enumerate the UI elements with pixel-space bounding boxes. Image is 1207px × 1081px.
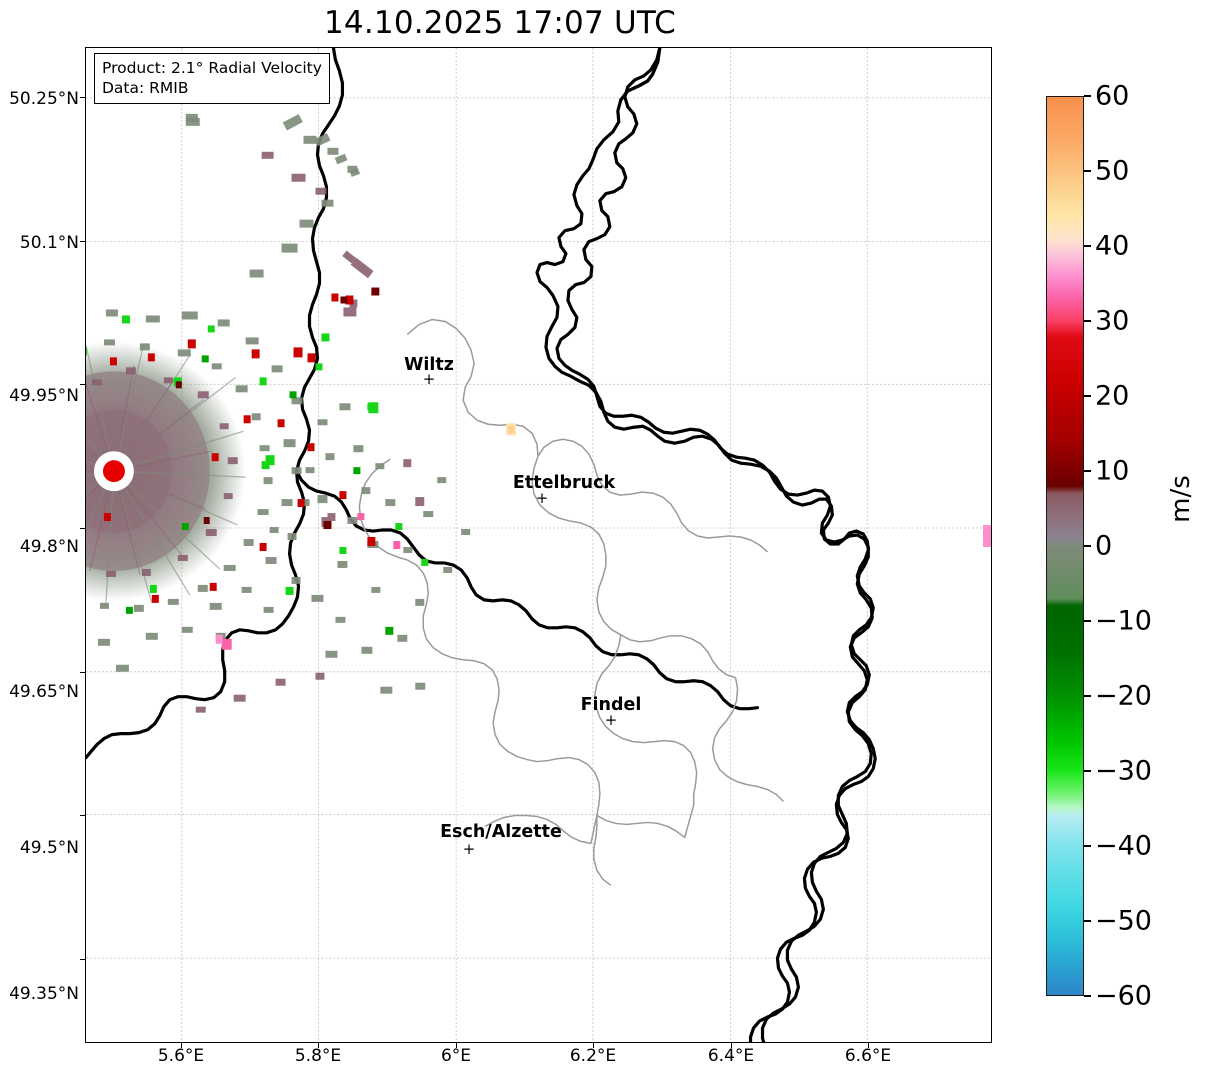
colorbar-tick-label-2: 40 (1095, 230, 1130, 262)
city-label-esch-alzette: Esch/Alzette (440, 822, 562, 842)
colorbar-tick-label-8: −20 (1095, 680, 1152, 712)
lon-tick-3 (593, 1043, 594, 1048)
radar-map-panel[interactable]: Wiltz + Ettelbruck + Findel + Esch/Alzet… (85, 47, 992, 1043)
lon-tick-label-2: 6°E (440, 1046, 472, 1066)
lon-tick-label-3: 6.2°E (569, 1046, 617, 1066)
map-gridlines (86, 48, 991, 1042)
velocity-colorbar[interactable] (1046, 96, 1084, 996)
colorbar-tick-label-1: 50 (1095, 155, 1130, 187)
lat-tick-label-6: 49.35°N (9, 984, 79, 1004)
lat-tick-4 (80, 672, 85, 673)
lat-tick-0 (80, 97, 85, 98)
lon-tick-0 (181, 1043, 182, 1048)
colorbar-tick-4 (1084, 395, 1091, 397)
colorbar-tick-10 (1084, 845, 1091, 847)
colorbar-tick-label-3: 30 (1095, 305, 1130, 337)
lat-tick-1 (80, 241, 85, 242)
lon-tick-label-4: 6.4°E (707, 1046, 755, 1066)
colorbar-tick-label-6: 0 (1095, 530, 1113, 562)
lat-tick-label-4: 49.65°N (9, 682, 79, 702)
country-border-west (86, 48, 345, 760)
colorbar-tick-label-4: 20 (1095, 380, 1130, 412)
radar-echo-layer (86, 113, 991, 713)
lat-tick-2 (80, 384, 85, 385)
lat-tick-label-0: 50.25°N (9, 89, 79, 109)
country-border-luxembourg (535, 48, 877, 1042)
colorbar-tick-2 (1084, 245, 1091, 247)
data-source-line: Data: RMIB (102, 79, 189, 97)
city-marker-wiltz: + (422, 370, 436, 388)
colorbar-gradient (1047, 97, 1083, 995)
country-border-main (555, 48, 874, 1042)
colorbar-unit-label: m/s (1166, 475, 1196, 523)
lat-tick-5 (80, 815, 85, 816)
colorbar-tick-1 (1084, 170, 1091, 172)
lat-tick-label-3: 49.8°N (19, 537, 79, 557)
lat-tick-label-2: 49.95°N (9, 386, 79, 406)
lon-tick-label-5: 6.6°E (844, 1046, 892, 1066)
colorbar-tick-0 (1084, 95, 1091, 97)
lat-tick-label-1: 50.1°N (19, 233, 79, 253)
lon-tick-1 (318, 1043, 319, 1048)
colorbar-tick-8 (1084, 695, 1091, 697)
city-label-wiltz: Wiltz (404, 355, 454, 375)
colorbar-tick-6 (1084, 545, 1091, 547)
lat-tick-3 (80, 528, 85, 529)
lon-tick-2 (456, 1043, 457, 1048)
colorbar-tick-11 (1084, 920, 1091, 922)
colorbar-tick-label-10: −40 (1095, 830, 1152, 862)
radar-map-svg (86, 48, 991, 1042)
colorbar-tick-label-7: −10 (1095, 605, 1152, 637)
admin-boundaries (358, 318, 784, 886)
colorbar-tick-5 (1084, 470, 1091, 472)
product-line: Product: 2.1° Radial Velocity (102, 59, 322, 77)
city-marker-findel: + (604, 711, 618, 729)
city-label-ettelbruck: Ettelbruck (512, 473, 616, 493)
colorbar-tick-12 (1084, 995, 1091, 997)
colorbar-tick-9 (1084, 770, 1091, 772)
colorbar-tick-label-0: 60 (1095, 80, 1130, 112)
lon-tick-4 (731, 1043, 732, 1048)
city-label-findel: Findel (580, 695, 642, 715)
lat-tick-6 (80, 959, 85, 960)
colorbar-tick-label-12: −60 (1095, 980, 1152, 1012)
colorbar-tick-7 (1084, 620, 1091, 622)
city-marker-ettelbruck: + (535, 489, 549, 507)
lon-tick-label-1: 5.8°E (294, 1046, 342, 1066)
lon-tick-5 (868, 1043, 869, 1048)
colorbar-tick-label-5: 10 (1095, 455, 1130, 487)
latitude-axis: 50.25°N 50.1°N 49.95°N 49.8°N 49.65°N 49… (0, 0, 79, 1081)
page-title: 14.10.2025 17:07 UTC (324, 5, 676, 41)
city-marker-esch-alzette: + (462, 840, 476, 858)
country-border-south (294, 469, 760, 711)
colorbar-tick-3 (1084, 320, 1091, 322)
product-info-box: Product: 2.1° Radial Velocity Data: RMIB (94, 53, 330, 104)
colorbar-tick-label-9: −30 (1095, 755, 1152, 787)
radar-site-marker (93, 451, 134, 492)
lat-tick-label-5: 49.5°N (19, 838, 79, 858)
colorbar-tick-label-11: −50 (1095, 905, 1152, 937)
lon-tick-label-0: 5.6°E (157, 1046, 205, 1066)
